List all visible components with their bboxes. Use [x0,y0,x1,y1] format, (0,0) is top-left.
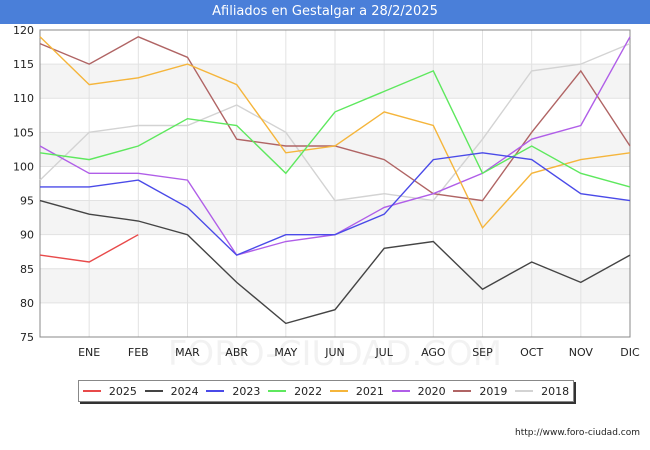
x-tick-label: JUL [374,346,393,359]
legend-label: 2020 [417,384,446,398]
y-tick-label: 105 [13,126,34,139]
legend-item-2020: 2020 [391,384,446,398]
plot-frame [39,29,631,338]
y-tick-label: 115 [13,58,34,71]
chart-legend: 2025 2024 2023 2022 2021 2020 2019 2018 [78,380,574,402]
legend-item-2019: 2019 [453,385,507,398]
legend-item-2024: 2024 [144,384,199,398]
legend-label: 2018 [541,384,570,398]
legend-swatch [144,390,163,392]
legend-label: 2021 [355,384,384,398]
legend-swatch [82,390,101,392]
legend-item-2018: 2018 [515,385,569,398]
series-line-2021 [39,36,631,230]
legend-swatch [329,390,348,392]
legend-swatch [453,390,472,392]
y-tick-label: 95 [20,195,34,208]
legend-swatch [391,390,410,392]
series-line-2024 [39,199,631,325]
legend-label: 2024 [170,384,199,398]
x-tick-label: FEB [128,346,149,359]
x-tick-label: NOV [569,346,594,359]
legend-label: 2025 [108,384,137,398]
x-tick-label: SEP [472,346,493,359]
legend-item-2022: 2022 [268,385,322,398]
legend-label: 2019 [479,384,508,398]
series-line-2018 [39,42,631,202]
x-tick-label: MAY [274,346,297,359]
legend-item-2021: 2021 [329,384,384,398]
legend-swatch [515,390,534,392]
y-tick-label: 110 [13,92,34,105]
watermark: FORO-CIUDAD.COM [168,334,502,374]
y-tick-label: 100 [13,160,34,173]
legend-swatch [206,390,225,392]
x-tick-label: ABR [225,346,248,359]
legend-item-2025: 2025 [82,384,137,398]
series-line-2022 [39,69,631,188]
x-tick-label: ENE [78,346,100,359]
x-tick-label: JUN [324,346,345,359]
x-tick-label: DIC [620,346,640,359]
legend-swatch [268,390,287,392]
series-line-2023 [40,152,631,256]
x-tick-label: MAR [175,346,200,359]
chart-title: Afiliados en Gestalgar a 28/2/2025 [0,0,650,24]
x-tick-label: OCT [520,346,543,359]
y-tick-label: 80 [20,297,34,310]
legend-label: 2023 [232,384,261,398]
legend-item-2023: 2023 [206,385,260,398]
y-tick-label: 90 [20,229,34,242]
x-tick-label: AGO [421,346,446,359]
source-link[interactable]: http://www.foro-ciudad.com [515,428,640,438]
y-tick-label: 75 [20,331,34,344]
series-line-2025 [39,234,139,263]
y-tick-label: 85 [20,263,34,276]
legend-label: 2022 [294,384,323,398]
y-tick-label: 120 [13,24,34,37]
